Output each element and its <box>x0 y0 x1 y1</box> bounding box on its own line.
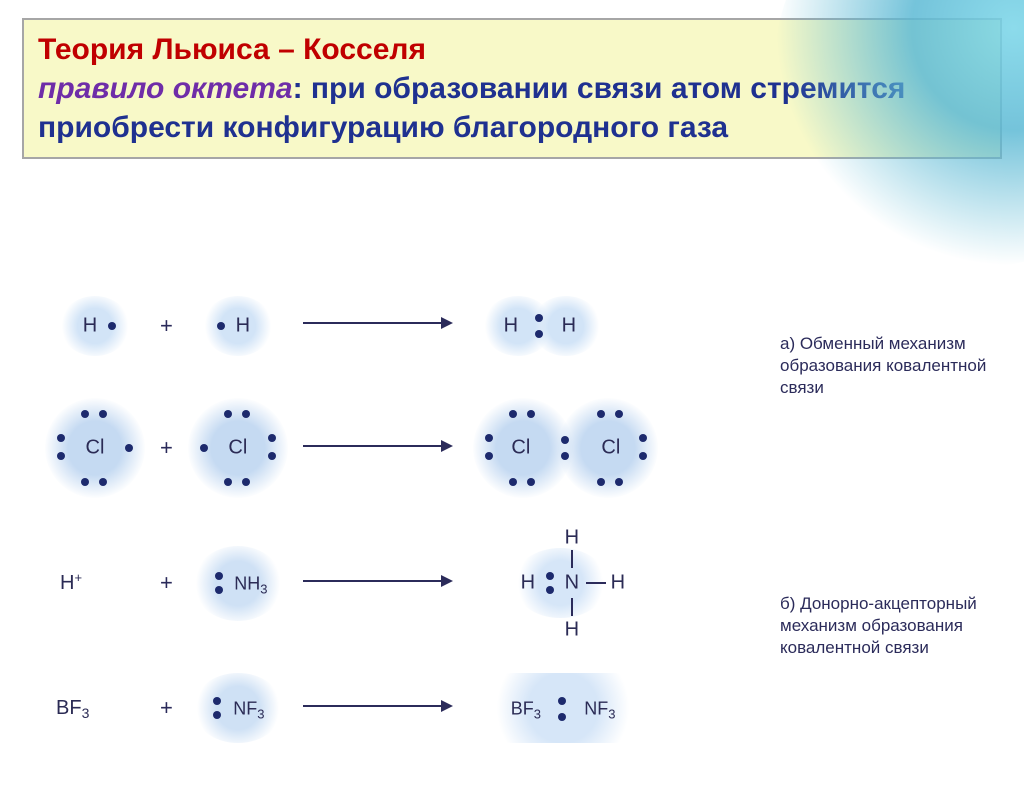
label-donor-acceptor: б) Донорно-акцепторный механизм образова… <box>780 593 1024 659</box>
label-h: H <box>565 527 579 550</box>
label-cl: Cl <box>601 437 620 460</box>
atom-cl-left: Cl <box>45 398 145 498</box>
label-h: H <box>611 572 625 595</box>
plus-sign: + <box>150 570 183 596</box>
label-nf3: NF3 <box>233 699 264 720</box>
molecule-bf3nf3: BF3 NF3 <box>478 673 648 743</box>
row-cl2: Cl + Cl <box>40 383 1000 513</box>
molecule-nf3-reactant: NF3 <box>193 673 283 743</box>
label-h: H <box>236 314 250 337</box>
label-cl: Cl <box>511 437 530 460</box>
electron <box>535 314 543 322</box>
plus-sign: + <box>150 435 183 461</box>
molecule-nh3-reactant: NH3 <box>193 546 283 621</box>
label-n: N <box>565 572 579 595</box>
label-h: H <box>562 314 576 337</box>
label-h: H <box>565 619 579 642</box>
row-bf3nf3: BF3 + NF3 BF3 NF3 <box>40 653 1000 763</box>
arrow-icon <box>293 572 463 595</box>
label-h: H <box>521 572 535 595</box>
molecule-nh4: H N H H H <box>478 518 648 648</box>
arrow-icon <box>293 437 463 460</box>
plus-sign: + <box>150 313 183 339</box>
label-exchange: а) Обменный механизм образования ковален… <box>780 333 1024 399</box>
corner-accent <box>774 0 1024 268</box>
electron <box>108 322 116 330</box>
electron <box>535 330 543 338</box>
label-cl: Cl <box>86 437 105 460</box>
plus-sign: + <box>150 695 183 721</box>
molecule-h2: H H <box>483 296 603 356</box>
label-hplus: H+ <box>60 572 82 595</box>
atom-cl-right: Cl <box>188 398 288 498</box>
reaction-h2: H + H H <box>40 296 760 356</box>
arrow-icon <box>293 314 463 337</box>
atom-h-right: H <box>203 296 273 356</box>
label-bf3: BF3 <box>56 697 89 720</box>
reaction-bf3nf3: BF3 + NF3 BF3 NF3 <box>40 673 760 743</box>
label-cl: Cl <box>228 437 247 460</box>
electron <box>217 322 225 330</box>
label-bf3-prod: BF3 <box>511 699 541 720</box>
arrow-icon <box>293 697 463 720</box>
title-rule: правило октета <box>38 72 293 105</box>
reaction-cl2: Cl + Cl <box>40 398 760 498</box>
label-nh3: NH3 <box>234 573 267 594</box>
label-h: H <box>83 314 97 337</box>
title-heading: Теория Льюиса – Косселя <box>38 33 426 66</box>
label-h: H <box>504 314 518 337</box>
molecule-cl2: Cl Cl <box>473 398 663 498</box>
atom-h-left: H <box>60 296 130 356</box>
label-nf3-prod: NF3 <box>584 699 615 720</box>
diagram: H + H H <box>40 268 1000 763</box>
reaction-nh4: H+ + NH3 H N H <box>40 518 760 648</box>
